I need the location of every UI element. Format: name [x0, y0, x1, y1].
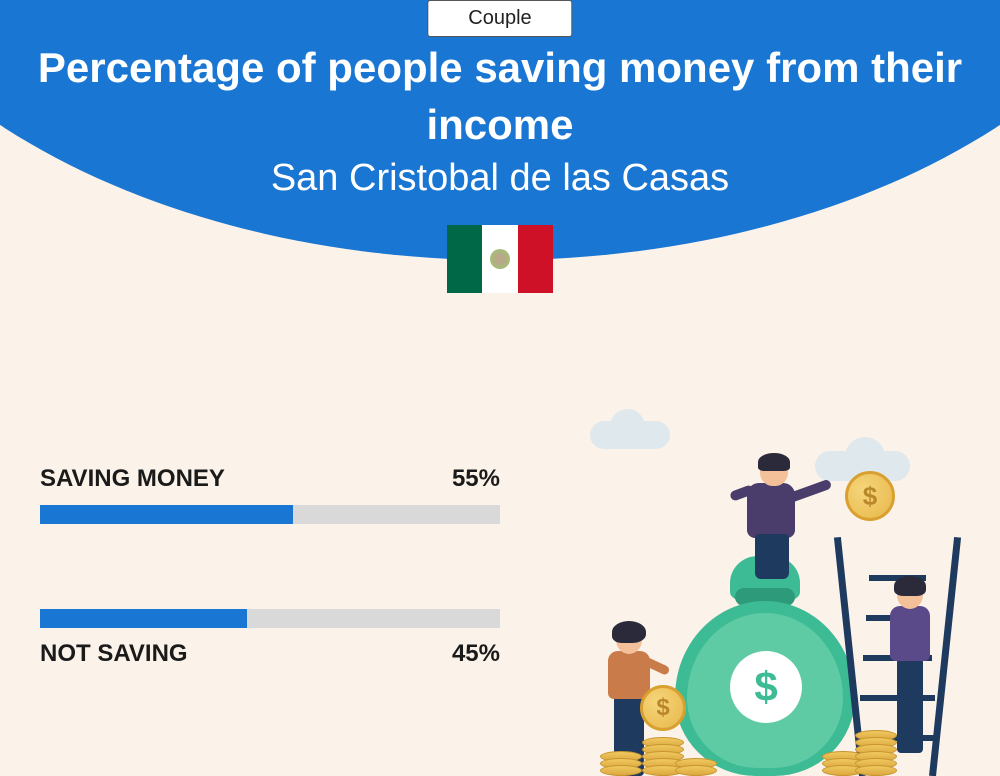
- cloud-icon: [590, 421, 670, 449]
- bars-container: SAVING MONEY 55% NOT SAVING 45%: [40, 465, 500, 753]
- dollar-sign-icon: $: [730, 651, 802, 723]
- person-icon: [725, 456, 805, 586]
- bar-label: SAVING MONEY: [40, 465, 225, 493]
- flag-stripe-green: [447, 225, 482, 293]
- subtitle: San Cristobal de las Casas: [0, 157, 1000, 200]
- bar-value: 45%: [452, 640, 500, 668]
- coin-icon: $: [845, 471, 895, 521]
- coin-icon: $: [640, 685, 686, 731]
- bar-labels: SAVING MONEY 55%: [40, 465, 500, 493]
- bar-fill: [40, 609, 247, 628]
- savings-illustration: $ $ $: [580, 416, 980, 776]
- flag-stripe-red: [518, 225, 553, 293]
- title-container: Percentage of people saving money from t…: [0, 40, 1000, 200]
- coin-stack-icon: [855, 734, 897, 776]
- bar-track: [40, 609, 500, 628]
- bar-track: [40, 505, 500, 524]
- flag-emblem: [490, 249, 510, 269]
- flag-stripe-white: [482, 225, 517, 293]
- category-tag: Couple: [427, 0, 572, 37]
- bar-label: NOT SAVING: [40, 640, 188, 668]
- main-title: Percentage of people saving money from t…: [0, 40, 1000, 153]
- bar-group-notsaving: NOT SAVING 45%: [40, 609, 500, 668]
- bar-group-saving: SAVING MONEY 55%: [40, 465, 500, 524]
- bar-value: 55%: [452, 465, 500, 493]
- coin-stack-icon: [675, 762, 717, 776]
- money-bag-icon: $: [675, 556, 855, 776]
- mexico-flag-icon: [447, 225, 553, 293]
- coin-stack-icon: [600, 755, 642, 776]
- bar-labels: NOT SAVING 45%: [40, 640, 500, 668]
- bar-fill: [40, 505, 293, 524]
